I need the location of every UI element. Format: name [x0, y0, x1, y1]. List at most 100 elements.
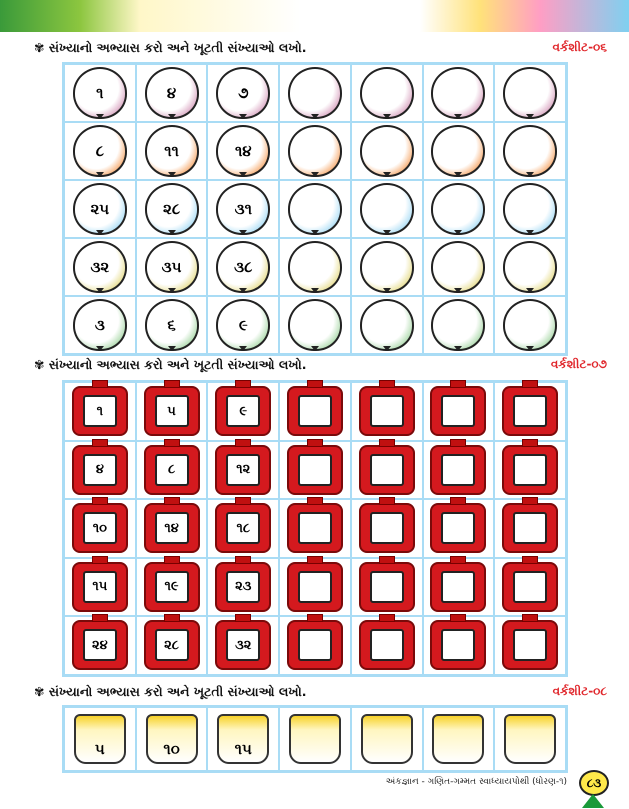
grid-cell: ૪	[135, 64, 208, 122]
grid-cell	[350, 238, 423, 296]
balloon-icon	[359, 125, 414, 177]
gas-cylinder-icon	[502, 380, 559, 437]
grid-cell	[422, 438, 495, 499]
balloon-icon	[431, 183, 486, 235]
gas-cylinder-icon	[430, 380, 487, 437]
worksheet-label: વર્કશીટ-૦૮	[552, 684, 607, 698]
grid-cell: ૧૮	[207, 497, 280, 558]
grid-cell: ૧૨	[207, 438, 280, 499]
grid-cell	[494, 555, 566, 616]
gas-cylinder-icon: ૧	[71, 380, 128, 437]
cylinder-number	[297, 512, 332, 545]
balloon-icon	[287, 125, 342, 177]
gas-cylinder-icon	[430, 555, 487, 612]
grid-cell	[279, 555, 351, 616]
worksheet-label: વર્કશીટ-૦૬	[552, 40, 607, 54]
cylinder-number	[297, 629, 332, 662]
cylinder-number	[369, 512, 404, 545]
gas-cylinder-icon	[286, 555, 343, 612]
balloon-icon	[287, 241, 342, 293]
balloon-icon: ૪	[144, 67, 199, 119]
balloon-icon: ૩૨	[72, 241, 127, 293]
gas-cylinder-icon	[286, 438, 343, 495]
worksheet-grid: ૧ ૪ ૭ ૮ ૧૧ ૧૪ ૨૫ ૨૮ ૩૧ ૩૨ ૩૫ ૩૮ ૩ ૬ ૯	[62, 62, 568, 356]
grid-cell: ૪	[64, 438, 136, 499]
grid-cell: ૧૪	[135, 497, 208, 558]
balloon-icon	[359, 241, 414, 293]
grid-cell	[350, 555, 423, 616]
grid-cell: ૧	[64, 380, 136, 441]
grid-cell	[350, 380, 423, 441]
balloon-icon	[359, 67, 414, 119]
worksheet-grid: ૫ ૧૦ ૧૫	[62, 705, 568, 773]
grid-cell	[494, 64, 566, 122]
gas-cylinder-icon: ૧૮	[215, 497, 272, 554]
gas-cylinder-icon: ૧૦	[71, 497, 128, 554]
cylinder-number	[297, 395, 332, 428]
balloon-icon: ૨૫	[72, 183, 127, 235]
instruction-heading: ✾ સંખ્યાનો અભ્યાસ કરો અને ખૂટતી સંખ્યાઓ …	[34, 684, 306, 700]
cylinder-number: ૧૮	[226, 512, 261, 545]
gas-cylinder-icon	[430, 497, 487, 554]
gas-cylinder-icon: ૧૫	[71, 555, 128, 612]
gas-cylinder-icon: ૪	[71, 438, 128, 495]
balloon-icon	[359, 183, 414, 235]
balloon-icon	[503, 299, 558, 351]
page-number: ૮૩	[579, 770, 609, 796]
cylinder-number	[297, 453, 332, 486]
balloon-icon	[431, 67, 486, 119]
grid-cell	[279, 497, 351, 558]
footer-text: અંકજ્ઞાન - ગણિત-ગમ્મત સ્વાધ્યાયપોથી (ધોર…	[385, 777, 567, 787]
worksheet-grid: ૧ ૫ ૯ ૪ ૮ ૧૨ ૧૦ ૧૪ ૧૮ ૧૫ ૧૯ ૨૩ ૨૪ ૨૮ ૩૨	[62, 380, 568, 677]
balloon-icon: ૬	[144, 299, 199, 351]
balloon-icon: ૭	[216, 67, 271, 119]
balloon-icon	[431, 125, 486, 177]
instruction-text: સંખ્યાનો અભ્યાસ કરો અને ખૂટતી સંખ્યાઓ લખ…	[48, 357, 307, 372]
grid-cell	[494, 180, 566, 238]
grid-cell: ૧૦	[135, 707, 208, 771]
instruction-text: સંખ્યાનો અભ્યાસ કરો અને ખૂટતી સંખ્યાઓ લખ…	[48, 40, 307, 55]
balloon-icon: ૩૫	[144, 241, 199, 293]
balloon-icon	[503, 125, 558, 177]
balloon-icon	[359, 299, 414, 351]
cylinder-number	[369, 453, 404, 486]
grid-cell	[279, 296, 351, 354]
cylinder-number	[513, 453, 548, 486]
balloon-icon	[287, 299, 342, 351]
grid-cell	[494, 438, 566, 499]
gas-cylinder-icon	[286, 614, 343, 671]
gas-cylinder-icon	[358, 555, 415, 612]
cylinder-number	[441, 512, 476, 545]
grid-cell: ૩૨	[64, 238, 136, 296]
grid-cell	[422, 707, 495, 771]
grid-cell	[279, 64, 351, 122]
grid-cell	[422, 180, 495, 238]
cylinder-number	[513, 570, 548, 603]
grid-cell	[422, 296, 495, 354]
grid-cell: ૧	[64, 64, 136, 122]
balloon-icon: ૧૧	[144, 125, 199, 177]
cylinder-number	[441, 395, 476, 428]
grid-cell	[350, 707, 423, 771]
cylinder-number: ૨૮	[154, 629, 189, 662]
grid-cell	[350, 180, 423, 238]
footer-triangle-icon	[582, 794, 604, 808]
gas-cylinder-icon	[286, 497, 343, 554]
grid-cell	[422, 555, 495, 616]
grid-cell	[422, 122, 495, 180]
cylinder-number: ૧૨	[226, 453, 261, 486]
gas-cylinder-icon	[502, 555, 559, 612]
cylinder-number	[441, 629, 476, 662]
gas-cylinder-icon: ૨૪	[71, 614, 128, 671]
bucket-icon	[432, 714, 485, 764]
instruction-text: સંખ્યાનો અભ્યાસ કરો અને ખૂટતી સંખ્યાઓ લખ…	[48, 684, 307, 699]
bucket-icon: ૧૫	[217, 714, 270, 764]
bucket-icon	[504, 714, 557, 764]
balloon-icon	[503, 183, 558, 235]
balloon-icon: ૧૪	[216, 125, 271, 177]
grid-cell	[494, 238, 566, 296]
balloon-icon: ૩૧	[216, 183, 271, 235]
cylinder-number: ૨૪	[82, 629, 117, 662]
grid-cell	[494, 497, 566, 558]
balloon-icon	[287, 183, 342, 235]
